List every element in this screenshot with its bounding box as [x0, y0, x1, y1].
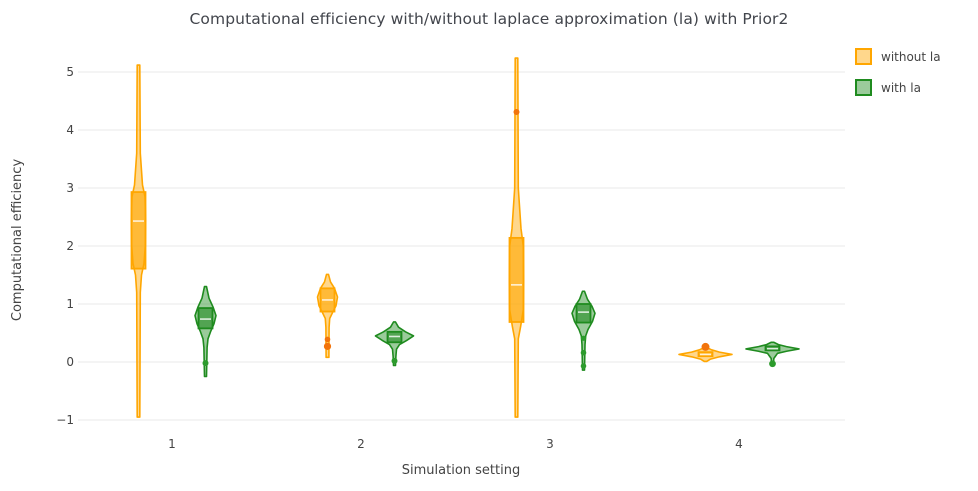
box-with-la-group-3[interactable] [575, 303, 592, 324]
x-tick-label-1: 1 [168, 437, 176, 451]
box-without-la-group-3[interactable] [508, 236, 525, 323]
box-with-la-group-1[interactable] [197, 307, 214, 330]
violin-with-la-group-3[interactable] [571, 290, 596, 371]
legend-swatch-without-la-icon [855, 48, 872, 65]
point-without-la-group-2-1[interactable] [323, 342, 332, 350]
box-without-la-group-1[interactable] [130, 191, 147, 270]
legend-item-without-la[interactable]: without la [855, 48, 941, 65]
x-tick-label-3: 3 [546, 437, 554, 451]
violins-layer [130, 57, 800, 418]
gridlines-layer [78, 71, 845, 421]
legend-swatch-with-la-icon [855, 79, 872, 96]
y-axis-title: Computational efficiency [10, 159, 25, 322]
point-without-la-group-3-0[interactable] [513, 109, 520, 116]
point-with-la-group-3-2[interactable] [580, 363, 587, 369]
y-tick-label-2: 2 [66, 239, 74, 253]
y-tick-label-3: 3 [66, 181, 74, 195]
legend-item-with-la[interactable]: with la [855, 79, 941, 96]
point-with-la-group-3-0[interactable] [580, 335, 587, 341]
y-tick-label-0: 0 [66, 355, 74, 369]
point-with-la-group-1-0[interactable] [202, 360, 209, 367]
legend-label-with-la: with la [881, 80, 921, 95]
point-without-la-group-2-0[interactable] [324, 336, 331, 343]
violin-with-la-group-2[interactable] [374, 321, 415, 367]
y-tick-label-5: 5 [66, 65, 74, 79]
point-without-la-group-4-0[interactable] [701, 342, 710, 351]
x-axis-title: Simulation setting [402, 463, 520, 478]
legend: without la with la [855, 48, 941, 110]
y-tick-label-4: 4 [66, 123, 74, 137]
x-tick-label-2: 2 [357, 437, 365, 451]
chart-title: Computational efficiency with/without la… [189, 10, 789, 28]
point-with-la-group-4-0[interactable] [769, 360, 776, 368]
tick-labels-layer: −1 0 1 2 3 4 5 1 2 3 4 [56, 65, 743, 451]
x-tick-label-4: 4 [735, 437, 743, 451]
legend-label-without-la: without la [881, 49, 941, 64]
y-tick-label-−1: −1 [56, 413, 74, 427]
y-tick-label-1: 1 [66, 297, 74, 311]
point-with-la-group-2-0[interactable] [391, 357, 398, 364]
point-with-la-group-3-1[interactable] [580, 349, 587, 356]
